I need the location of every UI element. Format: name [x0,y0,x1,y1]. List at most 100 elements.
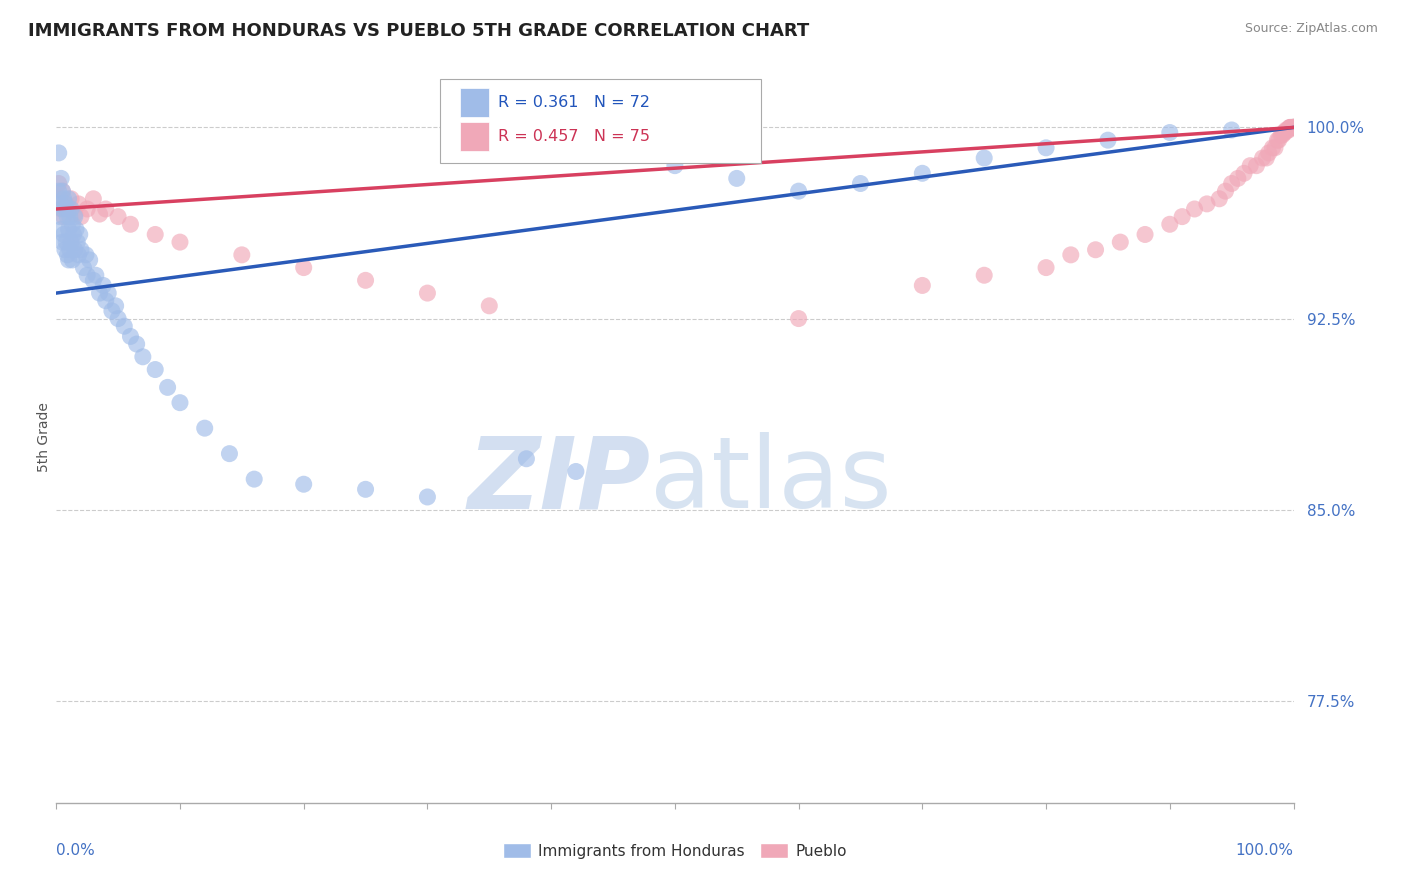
Point [1282,120,1305,135]
Point [51,202,73,216]
Point [973,151,995,165]
Point [58,222,80,236]
Point [55,202,77,216]
Point [63,207,86,221]
Point [58,252,80,267]
Point [1159,217,1181,231]
Point [1279,120,1302,135]
Point [107,311,129,326]
Text: R = 0.361   N = 72: R = 0.361 N = 72 [498,95,650,111]
Point [49,197,72,211]
Point [66,235,89,249]
Point [849,177,872,191]
Point [1282,120,1305,135]
Point [56,210,79,224]
Point [52,227,75,242]
Point [84,268,107,283]
Point [51,171,73,186]
Point [67,248,90,262]
Point [48,145,70,160]
Point [231,248,253,262]
Point [60,252,83,267]
Point [76,202,98,216]
FancyBboxPatch shape [460,122,489,151]
Point [107,210,129,224]
Point [416,490,439,504]
Point [112,319,135,334]
Point [1271,128,1294,142]
Point [82,273,104,287]
Point [63,243,86,257]
Point [354,273,377,287]
Point [51,202,73,216]
Point [52,192,75,206]
Point [97,286,120,301]
Point [132,350,155,364]
Point [1282,120,1305,135]
Y-axis label: 5th Grade: 5th Grade [37,402,51,472]
Point [55,197,77,211]
Point [60,217,83,231]
Point [1246,159,1268,173]
Point [1277,123,1299,137]
Point [67,197,90,211]
Point [48,177,70,191]
Point [1270,128,1292,142]
Point [1097,133,1119,147]
Point [125,337,148,351]
Point [89,286,111,301]
Point [787,311,810,326]
Point [1220,177,1243,191]
Point [1277,123,1299,137]
Point [515,451,537,466]
Point [725,171,748,186]
Point [143,227,166,242]
Point [1215,184,1237,198]
Point [1171,210,1194,224]
Legend: Immigrants from Honduras, Pueblo: Immigrants from Honduras, Pueblo [496,837,853,864]
Point [1257,145,1279,160]
Point [63,210,86,224]
Point [65,222,87,236]
Point [1282,120,1305,135]
Point [59,210,82,224]
Point [51,235,73,249]
Point [1084,243,1107,257]
Text: 100.0%: 100.0% [1236,843,1294,858]
Point [1275,123,1298,137]
Point [1256,151,1278,165]
Point [1251,151,1274,165]
Point [59,243,82,257]
Point [1109,235,1132,249]
Point [120,329,142,343]
Point [1272,126,1295,140]
Point [70,243,93,257]
Point [69,227,91,242]
FancyBboxPatch shape [440,78,762,162]
Point [1133,227,1156,242]
Point [82,192,104,206]
Text: IMMIGRANTS FROM HONDURAS VS PUEBLO 5TH GRADE CORRELATION CHART: IMMIGRANTS FROM HONDURAS VS PUEBLO 5TH G… [28,22,810,40]
Point [292,477,315,491]
Point [60,235,83,249]
Point [664,159,686,173]
Point [1281,120,1303,135]
Point [51,184,73,198]
Point [1281,120,1303,135]
Point [1282,120,1305,135]
Point [1261,141,1284,155]
Point [49,192,72,206]
Point [1282,120,1305,135]
Point [1159,126,1181,140]
Point [76,268,98,283]
Text: 0.0%: 0.0% [56,843,96,858]
Point [416,286,439,301]
Point [194,421,217,435]
Point [478,299,501,313]
Point [911,278,934,293]
Point [156,380,179,394]
Point [1264,141,1286,155]
Point [1060,248,1083,262]
Point [143,362,166,376]
Point [1195,197,1218,211]
